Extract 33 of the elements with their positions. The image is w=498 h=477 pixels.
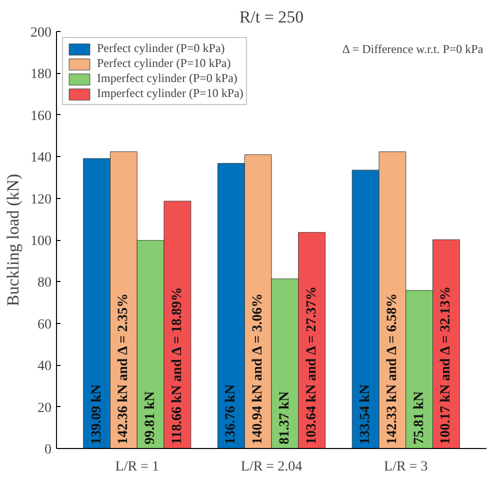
data-label: 100.17 kN and Δ = 32.13% bbox=[438, 286, 454, 444]
data-label: 103.64 kN and Δ = 27.37% bbox=[304, 286, 320, 444]
y-tick-label: 120 bbox=[30, 192, 52, 208]
y-tick-label: 180 bbox=[30, 67, 52, 82]
y-tick-label: 0 bbox=[44, 442, 52, 458]
legend-label: Perfect cylinder (P=0 kPa) bbox=[97, 41, 225, 56]
data-label: 142.36 kN and Δ = 2.35% bbox=[116, 293, 132, 444]
chart-title: R/t = 250 bbox=[239, 8, 304, 26]
data-label: 133.54 kN bbox=[358, 384, 374, 444]
y-tick-label: 20 bbox=[38, 400, 52, 416]
y-tick-label: 80 bbox=[38, 276, 52, 291]
x-tick-label: L/R = 1 bbox=[115, 460, 159, 474]
data-label: 139.09 kN bbox=[89, 384, 104, 444]
y-tick-label: 40 bbox=[38, 359, 52, 374]
data-label: 136.76 kN bbox=[224, 384, 239, 444]
data-label: 140.94 kN and Δ = 3.06% bbox=[250, 293, 266, 444]
y-tick-label: 100 bbox=[30, 234, 52, 249]
legend-label: Perfect cylinder (P=10 kPa) bbox=[97, 56, 231, 71]
data-label: 81.37 kN bbox=[277, 391, 292, 444]
data-label: 75.81 kN bbox=[412, 391, 427, 444]
y-tick-label: 140 bbox=[30, 150, 52, 166]
data-label: 99.81 kN bbox=[143, 391, 158, 444]
annotation: Δ = Difference w.r.t. P=0 kPa bbox=[342, 42, 484, 56]
data-label: 118.66 kN and Δ = 18.89% bbox=[170, 287, 185, 444]
y-tick-label: 60 bbox=[38, 317, 52, 332]
legend-label: Imperfect cylinder (P=10 kPa) bbox=[97, 86, 244, 101]
y-tick-label: 160 bbox=[30, 108, 52, 124]
data-label: 142.33 kN and Δ = 6.58% bbox=[384, 293, 400, 444]
x-tick-label: L/R = 2.04 bbox=[240, 460, 302, 474]
x-tick-label: L/R = 3 bbox=[384, 460, 428, 474]
legend-label: Imperfect cylinder (P=0 kPa) bbox=[97, 71, 238, 86]
y-tick-label: 200 bbox=[30, 26, 52, 40]
y-axis-title: Buckling load (kN) bbox=[4, 174, 22, 306]
